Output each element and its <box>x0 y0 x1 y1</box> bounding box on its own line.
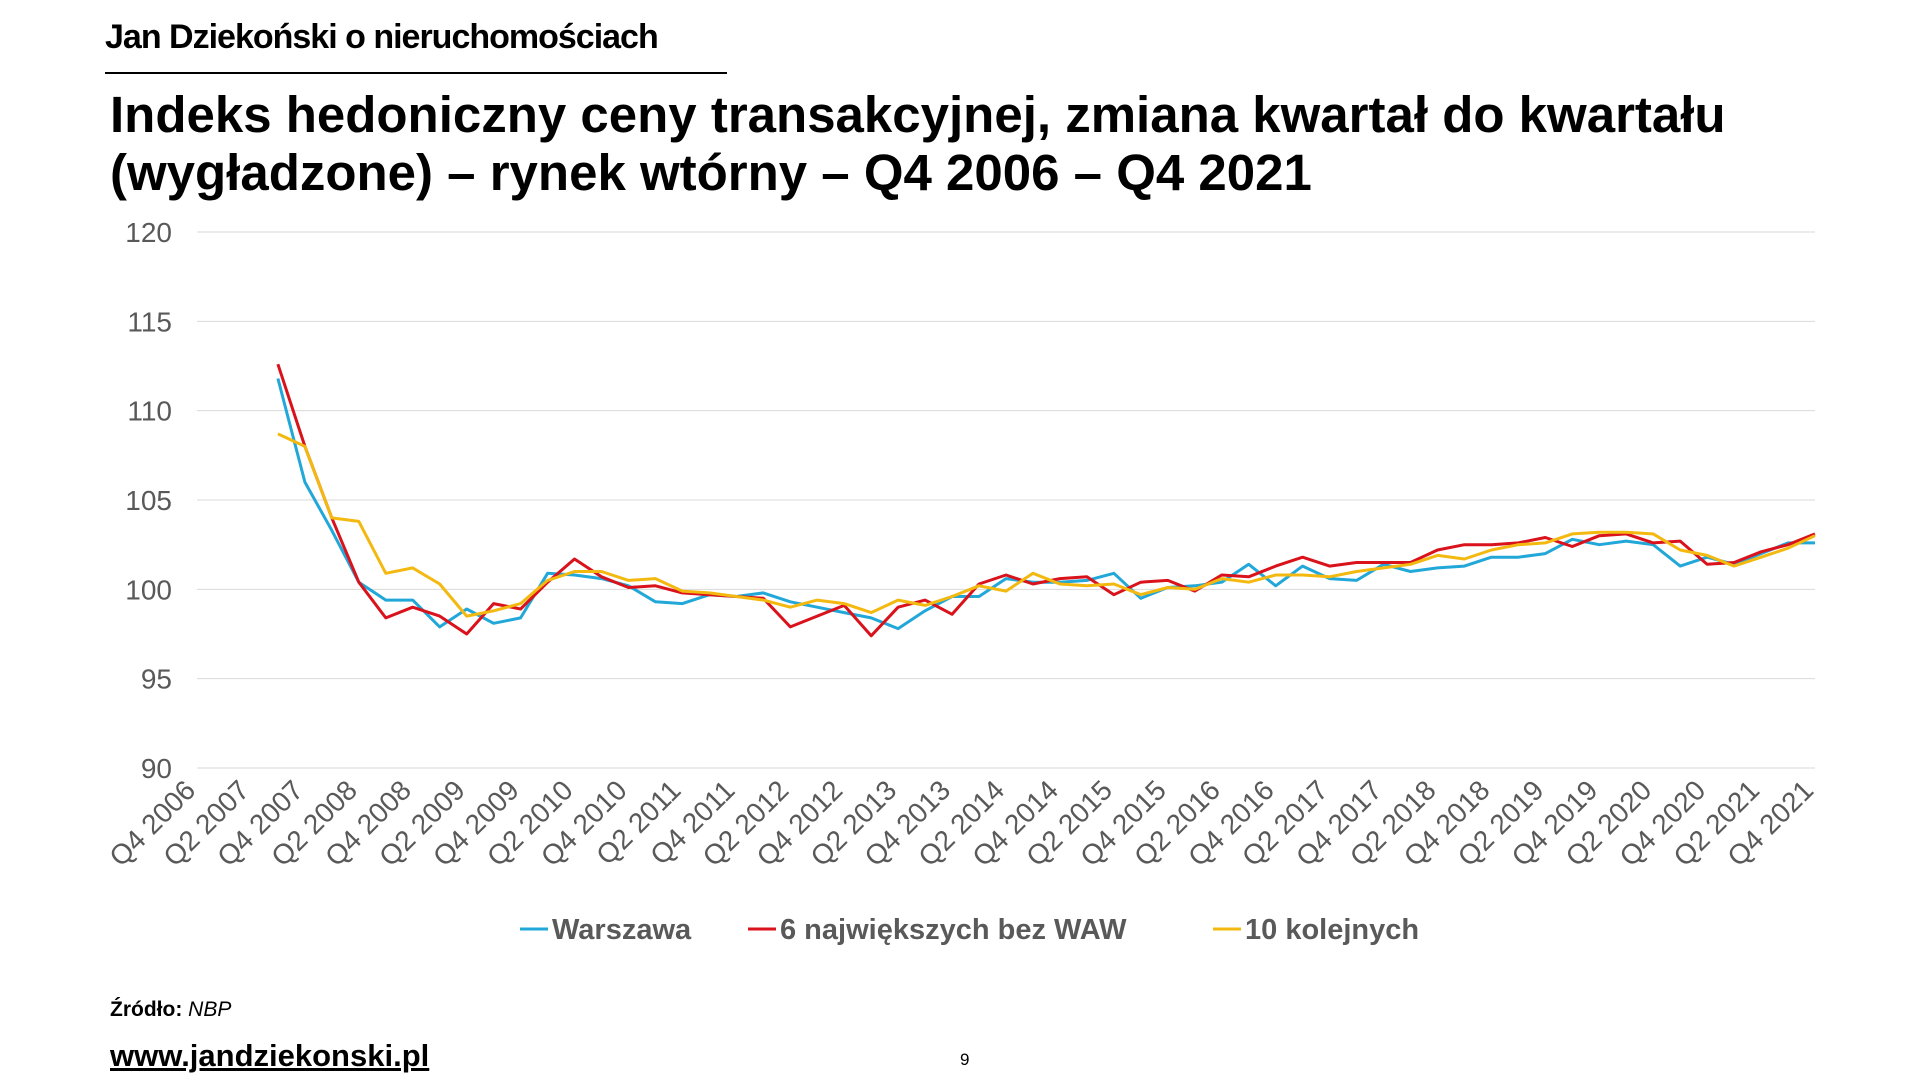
brand-name: Jan Dziekoński o nieruchomościach <box>105 18 659 56</box>
y-tick-label: 120 <box>125 217 172 248</box>
legend-label: Warszawa <box>552 914 692 946</box>
series-line-1 <box>276 378 1815 631</box>
gridlines <box>197 231 1815 769</box>
website-link[interactable]: www.jandziekonski.pl <box>110 1038 430 1073</box>
series-line-2 <box>276 363 1816 638</box>
legend-label: 10 kolejnych <box>1245 914 1419 946</box>
brand-underline <box>105 72 727 74</box>
page-number: 9 <box>960 1050 970 1069</box>
y-tick-label: 90 <box>141 753 172 784</box>
y-axis-ticks: 90 95 100 105 110 115 120 <box>125 217 172 784</box>
y-tick-label: 115 <box>127 306 172 337</box>
page-title: Indeks hedoniczny ceny transakcyjnej, zm… <box>110 86 1726 201</box>
series-lines <box>276 363 1816 638</box>
series-line-3 <box>277 432 1816 618</box>
legend-label: 6 największych bez WAW <box>780 914 1127 946</box>
y-tick-label: 105 <box>125 485 172 516</box>
source-value: NBP <box>188 998 232 1021</box>
y-tick-label: 95 <box>141 664 172 695</box>
source-label: Źródło: <box>110 998 183 1021</box>
y-tick-label: 110 <box>127 396 172 427</box>
y-tick-label: 100 <box>125 574 172 605</box>
legend: Warszawa 6 największych bez WAW 10 kolejny… <box>520 914 1419 946</box>
source-note: Źródło: NBP <box>110 998 231 1022</box>
